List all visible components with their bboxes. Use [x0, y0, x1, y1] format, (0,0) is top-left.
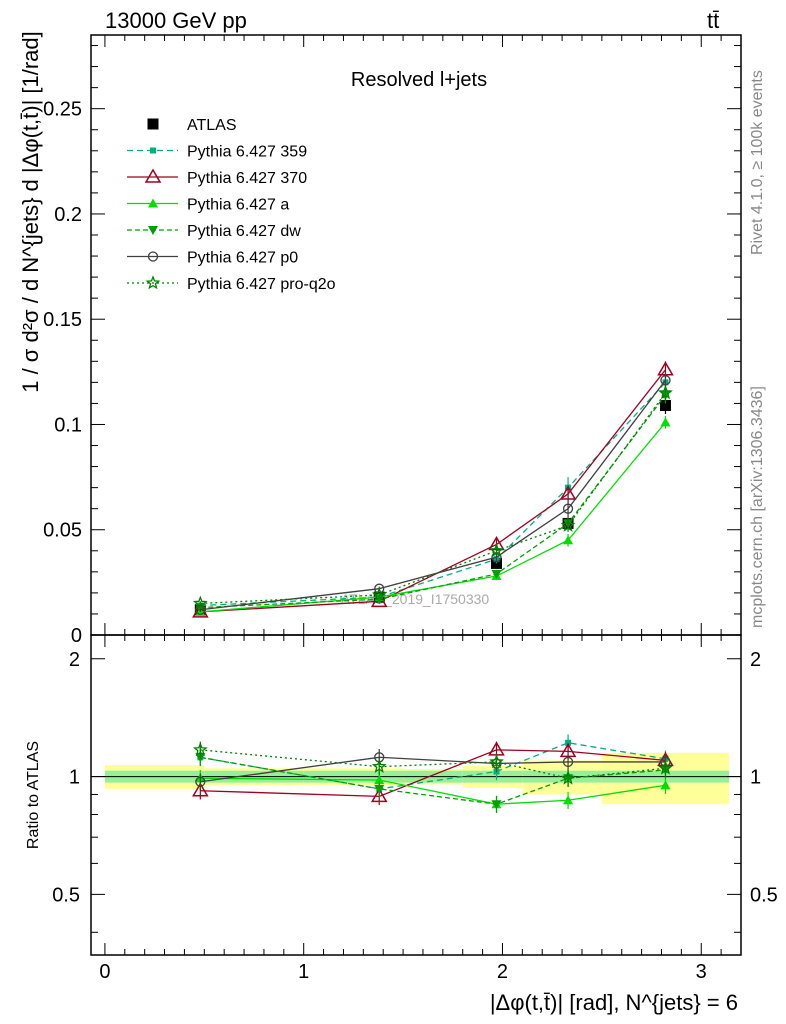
plot-title: Resolved l+jets — [351, 69, 487, 91]
ratio-point — [660, 780, 671, 790]
legend-item: Pythia 6.427 dw — [127, 223, 301, 240]
ratio-point — [562, 756, 574, 768]
ratio-y-tick-label-right: 2 — [750, 649, 761, 671]
legend-item: Pythia 6.427 p0 — [127, 250, 298, 267]
ratio-y-axis-label: Ratio to ATLAS — [25, 741, 42, 849]
ratio-panel-frame — [90, 634, 742, 956]
data-point — [660, 417, 671, 427]
data-point — [658, 385, 673, 400]
ratio-y-tick-label: 0.5 — [52, 884, 80, 906]
ratio-point — [658, 760, 673, 775]
ratio-point — [563, 795, 574, 805]
legend-label: Pythia 6.427 p0 — [187, 250, 298, 267]
data-point — [560, 517, 576, 532]
ratio-point — [195, 776, 206, 787]
data-point — [371, 587, 387, 602]
legend-marker — [150, 147, 156, 154]
x-tick-label: 2 — [497, 961, 508, 983]
ratio-series — [192, 734, 674, 813]
main-y-axis-label: 1 / σ d²σ / d N^{jets} d |Δφ(t,t̄)| [1/r… — [18, 31, 43, 393]
legend-label: Pythia 6.427 a — [187, 197, 289, 214]
legend-item: Pythia 6.427 a — [127, 197, 289, 214]
data-point — [559, 485, 577, 500]
energy-label: 13000 GeV pp — [105, 8, 247, 33]
series-pythia-6-427-pro-q2o — [192, 384, 673, 610]
legend-label: Pythia 6.427 370 — [187, 170, 307, 187]
series-line — [200, 421, 666, 613]
data-point — [491, 569, 502, 579]
ratio-point — [374, 774, 385, 784]
ratio-point — [370, 787, 388, 803]
main-y-tick-label: 0.1 — [54, 414, 82, 436]
x-tick-label: 3 — [696, 961, 707, 983]
series-line — [200, 369, 666, 613]
series-atlas — [194, 397, 671, 616]
legend-label: Pythia 6.427 359 — [187, 144, 307, 161]
legend-marker — [147, 118, 159, 130]
legend-marker — [147, 251, 159, 262]
process-label: tt̄ — [707, 8, 719, 33]
legend-item: Pythia 6.427 359 — [127, 144, 307, 161]
data-point — [192, 595, 208, 610]
data-point — [562, 503, 574, 514]
main-y-tick-label: 0.2 — [54, 204, 82, 226]
ratio-point — [371, 758, 387, 773]
series-pythia-6-427-a — [195, 416, 671, 616]
data-point — [659, 400, 671, 412]
legend: ATLAS Pythia 6.427 359 Pythia 6.427 370 Pyt… — [127, 117, 336, 293]
legend-marker — [148, 198, 158, 208]
legend-label: Pythia 6.427 pro-q2o — [187, 276, 336, 293]
ratio-point — [192, 782, 209, 797]
ratio-point — [374, 784, 385, 794]
rivet-label: Rivet 4.1.0, ≥ 100k events — [749, 70, 766, 255]
ratio-point — [192, 742, 208, 757]
ratio-y-tick-label: 1 — [69, 767, 80, 789]
main-y-tick-label: 0.15 — [43, 309, 82, 331]
ratio-y-tick-label: 2 — [69, 649, 80, 671]
data-point — [563, 535, 574, 545]
x-tick-label: 0 — [99, 961, 110, 983]
axis-ticks — [91, 35, 741, 955]
main-y-tick-label: 0 — [71, 625, 82, 647]
main-y-tick-label: 0.05 — [43, 520, 82, 542]
x-axis-label: |Δφ(t,t̄)| [rad], N^{jets} = 6 — [490, 990, 738, 1015]
main-series — [192, 361, 674, 618]
legend-label: Pythia 6.427 dw — [187, 223, 301, 240]
series-line — [200, 381, 666, 607]
legend-label: ATLAS — [187, 117, 237, 134]
data-point — [489, 543, 504, 558]
ratio-point — [489, 754, 504, 769]
axis-tick-labels: 0 1 2 3 0 0.05 0.1 0.15 0.2 0.25 0.5 0.5 1 1 2 2 — [43, 99, 778, 983]
ratio-point — [565, 739, 572, 746]
data-point — [192, 603, 209, 618]
x-tick-label: 1 — [298, 961, 309, 983]
legend-item: Pythia 6.427 370 — [127, 168, 307, 187]
mcplots-label: mcplots.cern.ch [arXiv:1306.3436] — [749, 386, 766, 628]
ratio-y-tick-label-right: 0.5 — [750, 884, 778, 906]
series-line — [200, 392, 666, 605]
legend-marker — [144, 168, 162, 183]
legend-item: ATLAS — [147, 117, 237, 134]
series-pythia-6-427-dw — [195, 386, 671, 613]
legend-marker — [148, 226, 158, 235]
ratio-point — [491, 800, 502, 810]
legend-marker — [145, 275, 161, 290]
ratio-series-pythia-6-427-pro-q2o — [192, 741, 673, 787]
legend-item: Pythia 6.427 pro-q2o — [127, 275, 336, 293]
ratio-y-tick-label-right: 1 — [750, 767, 761, 789]
main-y-tick-label: 0.25 — [43, 99, 82, 121]
series-pythia-6-427-p0 — [195, 371, 671, 615]
series-pythia-6-427-370 — [192, 361, 674, 618]
ratio-point — [560, 770, 576, 785]
series-pythia-6-427-359 — [197, 373, 669, 609]
